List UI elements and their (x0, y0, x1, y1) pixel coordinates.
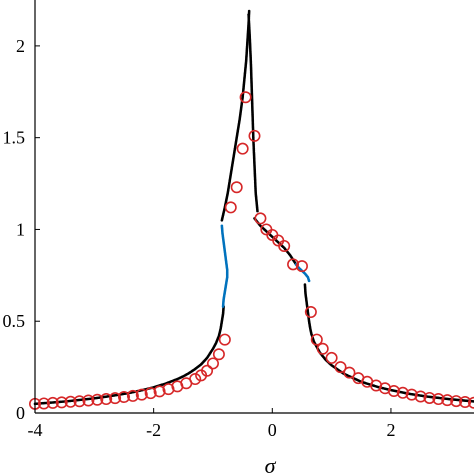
data-point-circle (135, 388, 148, 401)
x-tick-label: -4 (28, 420, 43, 440)
data-point-circle (423, 391, 436, 404)
dot-curve-series (33, 305, 225, 406)
x-axis-label: σ (265, 453, 277, 474)
data-point-circle (387, 384, 400, 397)
data-point-circle (206, 357, 219, 370)
data-point-circle (37, 397, 50, 410)
data-point-circle (236, 142, 249, 155)
data-point-circle (459, 395, 472, 408)
data-point-circle (396, 386, 409, 399)
y-tick-label: 0.5 (3, 311, 26, 331)
y-tick-label: 0 (16, 403, 25, 423)
data-point-circle (144, 387, 157, 400)
data-point-circle (73, 395, 86, 408)
data-point-circle (126, 389, 139, 402)
data-point-circle (224, 201, 237, 214)
data-point-circle (230, 181, 243, 194)
curve-point (247, 9, 251, 13)
data-point-circle (82, 394, 95, 407)
data-point-circle (441, 394, 454, 407)
data-point-circle (343, 366, 356, 379)
data-point-circle (450, 395, 463, 408)
data-point-circle (316, 342, 329, 355)
data-point-circle (189, 373, 202, 386)
data-point-circle (304, 306, 317, 319)
data-point-circle (334, 361, 347, 374)
data-point-circle (468, 396, 474, 409)
x-tick-label: 0 (268, 420, 277, 440)
data-point-circle (55, 396, 68, 409)
curve-point (256, 209, 259, 213)
numerical-circles-series (28, 91, 474, 410)
data-point-circle (239, 91, 252, 104)
data-point-circle (46, 396, 59, 409)
y-tick-label: 2 (16, 36, 25, 56)
dot-curve-series (220, 9, 251, 222)
data-point-circle (248, 129, 261, 142)
plot-layer (28, 9, 474, 410)
data-point-circle (278, 239, 291, 252)
data-point-circle (254, 212, 267, 225)
y-tick-label: 1.5 (3, 128, 26, 148)
data-point-circle (295, 260, 308, 273)
x-tick-label: -2 (146, 420, 161, 440)
dot-curve-series (220, 224, 229, 308)
data-point-circle (218, 333, 231, 346)
data-point-circle (414, 390, 427, 403)
data-point-circle (117, 391, 130, 404)
data-point-circle (64, 395, 77, 408)
data-point-circle (310, 333, 323, 346)
curve-point (307, 279, 311, 283)
data-point-circle (153, 385, 166, 398)
data-point-circle (212, 348, 225, 361)
data-point-circle (325, 351, 338, 364)
data-point-circle (91, 393, 104, 406)
data-point-circle (405, 388, 418, 401)
data-point-circle (287, 258, 300, 271)
data-point-circle (432, 393, 445, 406)
axes-layer: -4 -2 0 2 0 0.5 1 1.5 2 (3, 0, 474, 440)
dot-curve-series (247, 13, 259, 213)
data-point-circle (100, 393, 113, 406)
y-tick-label: 1 (16, 219, 25, 239)
curve-point (221, 305, 225, 308)
data-point-circle (201, 364, 214, 377)
x-tick-label: 2 (386, 420, 395, 440)
dot-curve-series (253, 217, 298, 266)
data-point-circle (109, 392, 122, 405)
